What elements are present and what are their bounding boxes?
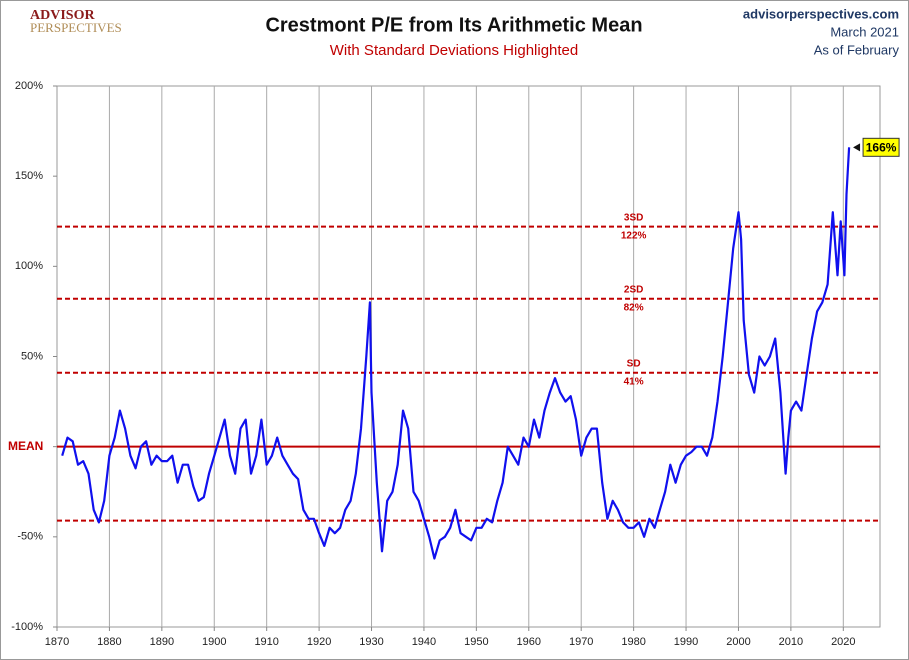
- reference-name: SD: [627, 358, 641, 369]
- reference-label: 82%: [624, 302, 644, 313]
- x-tick-label: 1900: [202, 636, 226, 648]
- reference-name: 2SD: [624, 284, 643, 295]
- y-tick-label: 50%: [21, 350, 43, 362]
- chart-subtitle: With Standard Deviations Highlighted: [330, 42, 578, 59]
- x-tick-label: 1880: [97, 636, 121, 648]
- reference-label: 41%: [624, 376, 644, 387]
- reference-label: 122%: [621, 230, 647, 241]
- annotation-box: [862, 137, 900, 157]
- source: As of February: [814, 42, 900, 57]
- series-line: [61, 147, 851, 560]
- logo: PERSPECTIVES: [30, 20, 122, 35]
- y-tick-label: -100%: [11, 621, 43, 633]
- x-tick-label: 1980: [621, 636, 645, 648]
- x-tick-label: 1910: [254, 636, 278, 648]
- x-tick-label: 1890: [150, 636, 174, 648]
- source: advisorperspectives.com: [743, 6, 899, 21]
- logo: ADVISOR: [30, 8, 95, 23]
- x-tick-label: 1970: [569, 636, 593, 648]
- x-tick-label: 2010: [779, 636, 803, 648]
- y-tick-label: 150%: [15, 170, 43, 182]
- x-tick-label: 1990: [674, 636, 698, 648]
- y-tick-label: -50%: [17, 531, 43, 543]
- annotation-arrow: [853, 143, 861, 152]
- x-tick-label: 1950: [464, 636, 488, 648]
- x-tick-label: 1930: [359, 636, 383, 648]
- x-tick-label: 2020: [831, 636, 855, 648]
- y-tick-label: 100%: [15, 260, 43, 272]
- y-tick-label: 200%: [15, 80, 43, 92]
- annotation-label: 166%: [866, 140, 897, 154]
- reference-name: 3SD: [624, 212, 643, 223]
- source: March 2021: [830, 24, 899, 39]
- x-tick-label: 1960: [517, 636, 541, 648]
- x-tick-label: 1870: [45, 636, 69, 648]
- x-tick-label: 1920: [307, 636, 331, 648]
- x-tick-label: 1940: [412, 636, 436, 648]
- reference-label: MEAN: [8, 439, 43, 453]
- chart-title: Crestmont P/E from Its Arithmetic Mean: [265, 14, 642, 36]
- x-tick-label: 2000: [726, 636, 750, 648]
